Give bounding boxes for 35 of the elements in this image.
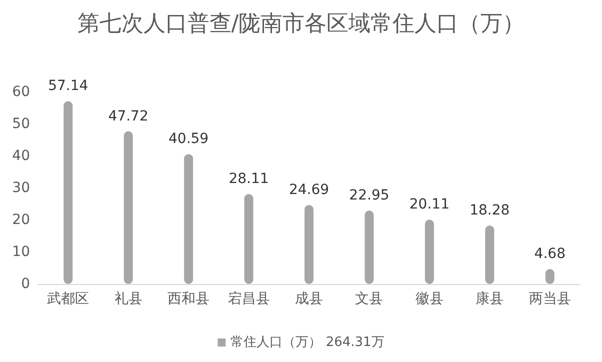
data-label: 24.69: [288, 182, 330, 198]
data-label: 40.59: [168, 131, 209, 148]
data-label: 18.28: [470, 202, 510, 219]
data-label: 20.11: [409, 196, 450, 213]
x-tick-label: 徽县: [415, 291, 444, 307]
data-label: 22.95: [349, 188, 390, 204]
data-label: 28.11: [228, 171, 269, 188]
data-label: 47.72: [108, 108, 148, 124]
legend-label: 常住人口（万） 264.31万: [230, 335, 384, 350]
x-tick-label: 宕昌县: [228, 291, 270, 307]
bar: [64, 101, 73, 284]
y-tick-label: 40: [12, 148, 30, 164]
x-tick-label: 礼县: [114, 291, 142, 307]
x-tick-label: 两当县: [528, 291, 571, 307]
x-tick-label: 武都区: [47, 291, 90, 307]
y-tick-label: 10: [12, 244, 30, 260]
data-label: 4.68: [534, 246, 566, 262]
x-tick-label: 康县: [476, 291, 504, 307]
data-label: 57.14: [48, 78, 88, 94]
y-tick-label: 20: [12, 212, 30, 228]
bar: [184, 154, 194, 284]
bar: [124, 131, 133, 284]
x-tick-label: 成县: [295, 291, 323, 307]
bar: [244, 194, 254, 284]
y-tick-label: 0: [21, 276, 30, 292]
chart-title: 第七次人口普查/陇南市各区域常住人口（万）: [77, 12, 525, 36]
y-tick-label: 50: [12, 116, 30, 132]
bar: [364, 210, 374, 284]
y-tick-label: 30: [12, 180, 30, 196]
x-tick-label: 西和县: [168, 291, 210, 307]
bar: [424, 220, 434, 284]
bar: [304, 204, 314, 284]
y-tick-label: 60: [12, 84, 30, 100]
bar: [485, 226, 494, 284]
x-tick-label: 文县: [355, 291, 384, 307]
